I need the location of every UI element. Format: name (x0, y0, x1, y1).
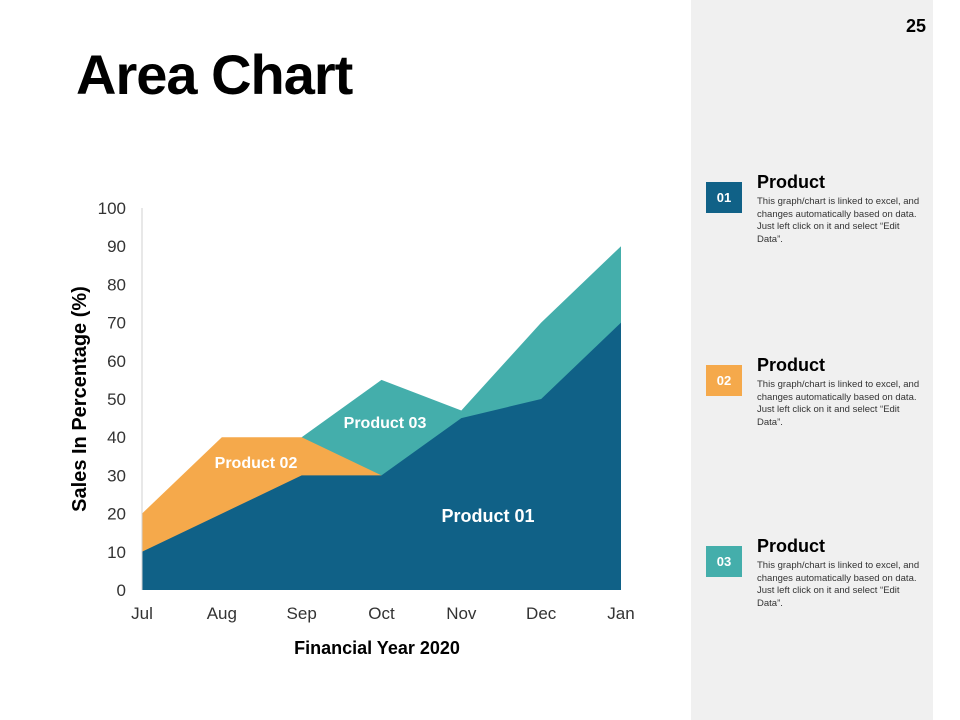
legend-badge-02: 02 (706, 365, 742, 396)
y-tick-label: 90 (107, 237, 126, 256)
x-tick-labels: Jul Aug Sep Oct Nov Dec Jan (131, 604, 635, 623)
area-product-01 (142, 322, 621, 590)
legend-heading-01: Product (757, 172, 826, 192)
legend-heading-03: Product (757, 536, 826, 556)
y-tick-label: 20 (107, 505, 126, 524)
y-tick-label: 80 (107, 275, 126, 294)
x-tick-label: Oct (368, 604, 395, 623)
x-tick-label: Aug (207, 604, 237, 623)
y-tick-label: 40 (107, 428, 126, 447)
y-tick-label: 70 (107, 314, 126, 333)
y-tick-label: 0 (117, 581, 126, 600)
y-tick-label: 100 (98, 199, 126, 218)
legend-badge-03: 03 (706, 546, 742, 577)
legend-badge-01: 01 (706, 182, 742, 213)
x-tick-label: Jul (131, 604, 153, 623)
side-panel (691, 0, 933, 720)
x-tick-label: Jan (607, 604, 634, 623)
slide-title: Area Chart (76, 43, 353, 106)
x-tick-label: Dec (526, 604, 557, 623)
x-axis-title: Financial Year 2020 (294, 638, 460, 658)
chart-areas (142, 246, 621, 590)
y-tick-label: 50 (107, 390, 126, 409)
x-tick-label: Nov (446, 604, 477, 623)
y-axis-title: Sales In Percentage (%) (69, 286, 91, 512)
x-tick-label: Sep (287, 604, 317, 623)
legend-heading-02: Product (757, 355, 826, 375)
y-tick-labels: 0 10 20 30 40 50 60 70 80 90 100 (98, 199, 126, 600)
y-tick-label: 10 (107, 543, 126, 562)
y-tick-label: 30 (107, 466, 126, 485)
legend-text-03: This graph/chart is linked to excel, and… (757, 560, 920, 609)
page-number: 25 (905, 16, 926, 36)
legend-text-02: This graph/chart is linked to excel, and… (757, 379, 920, 428)
area-label-product-03: Product 03 (344, 415, 427, 432)
y-tick-label: 60 (107, 352, 126, 371)
area-chart: Product 03 Product 02 Product 01 0 10 20 30 40… (69, 199, 635, 658)
area-label-product-02: Product 02 (215, 455, 298, 472)
chart-area-labels: Product 03 Product 02 Product 01 (215, 415, 535, 526)
legend-text-01: This graph/chart is linked to excel, and… (757, 196, 920, 245)
area-label-product-01: Product 01 (441, 506, 534, 526)
